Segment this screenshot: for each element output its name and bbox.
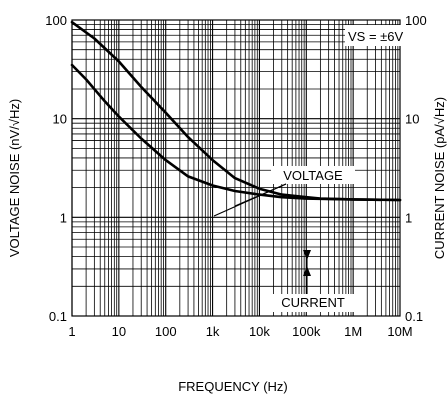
x-tick-label: 10	[112, 324, 126, 339]
supply-condition-label: VS = ±6V	[345, 25, 404, 46]
x-tick-label: 10M	[387, 324, 412, 339]
right-y-tick-label: 1	[405, 210, 412, 225]
supply-condition-text: VS = ±6V	[348, 29, 404, 44]
right-y-axis-title: CURRENT NOISE (pA/√Hz)	[432, 97, 447, 259]
series-line-voltage	[70, 63, 402, 202]
x-tick-label: 100k	[292, 324, 321, 339]
voltage-leader-line-2	[234, 183, 287, 207]
left-y-tick-label: 1	[60, 210, 67, 225]
x-tick-label: 1M	[344, 324, 362, 339]
x-tick-label: 100	[155, 324, 177, 339]
series-line-current	[70, 20, 402, 202]
curves	[70, 20, 402, 202]
current-callout: CURRENT	[271, 276, 355, 312]
left-y-tick-label: 0.1	[49, 309, 67, 324]
x-tick-label: 10k	[249, 324, 270, 339]
left-y-tick-label: 100	[45, 13, 67, 28]
grid	[71, 20, 400, 317]
left-y-axis-title: VOLTAGE NOISE (nV/√Hz)	[7, 99, 22, 257]
voltage-label: VOLTAGE	[283, 168, 343, 183]
right-y-tick-label: 100	[405, 13, 427, 28]
left-y-tick-label: 10	[53, 112, 67, 127]
right-y-tick-label: 10	[405, 112, 419, 127]
current-label: CURRENT	[281, 295, 345, 310]
x-axis-title: FREQUENCY (Hz)	[178, 379, 288, 394]
x-tick-label: 1	[68, 324, 75, 339]
right-y-tick-label: 0.1	[405, 309, 423, 324]
voltage-callout: VOLTAGE	[213, 166, 355, 217]
plot-frame	[71, 19, 401, 317]
x-tick-label: 1k	[206, 324, 220, 339]
crossover-marker	[303, 250, 311, 276]
